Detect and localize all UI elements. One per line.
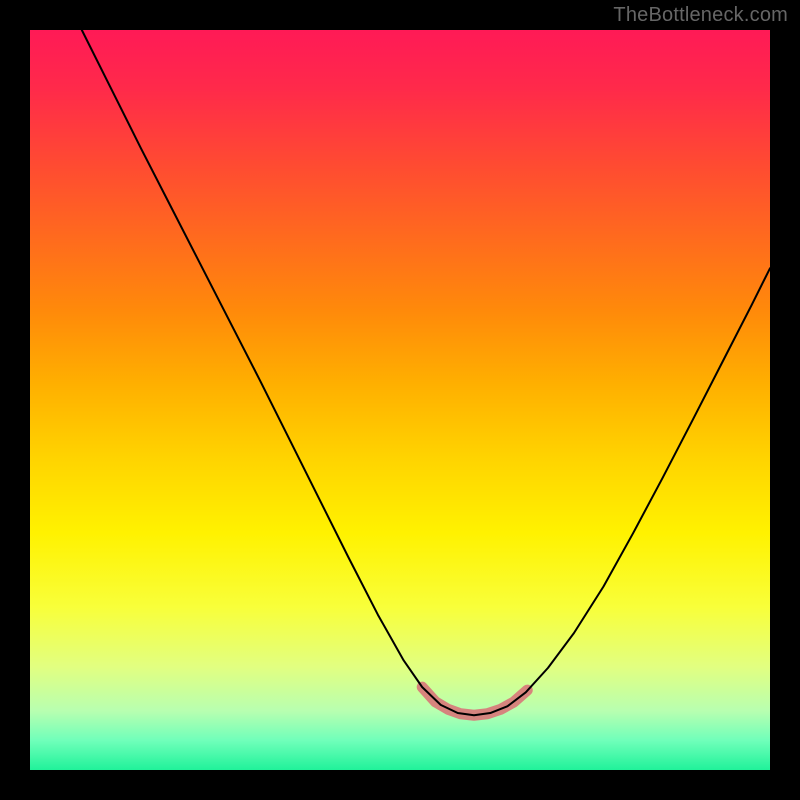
chart-plot-background (30, 30, 770, 770)
watermark-text: TheBottleneck.com (613, 4, 788, 27)
bottleneck-chart (0, 0, 800, 800)
